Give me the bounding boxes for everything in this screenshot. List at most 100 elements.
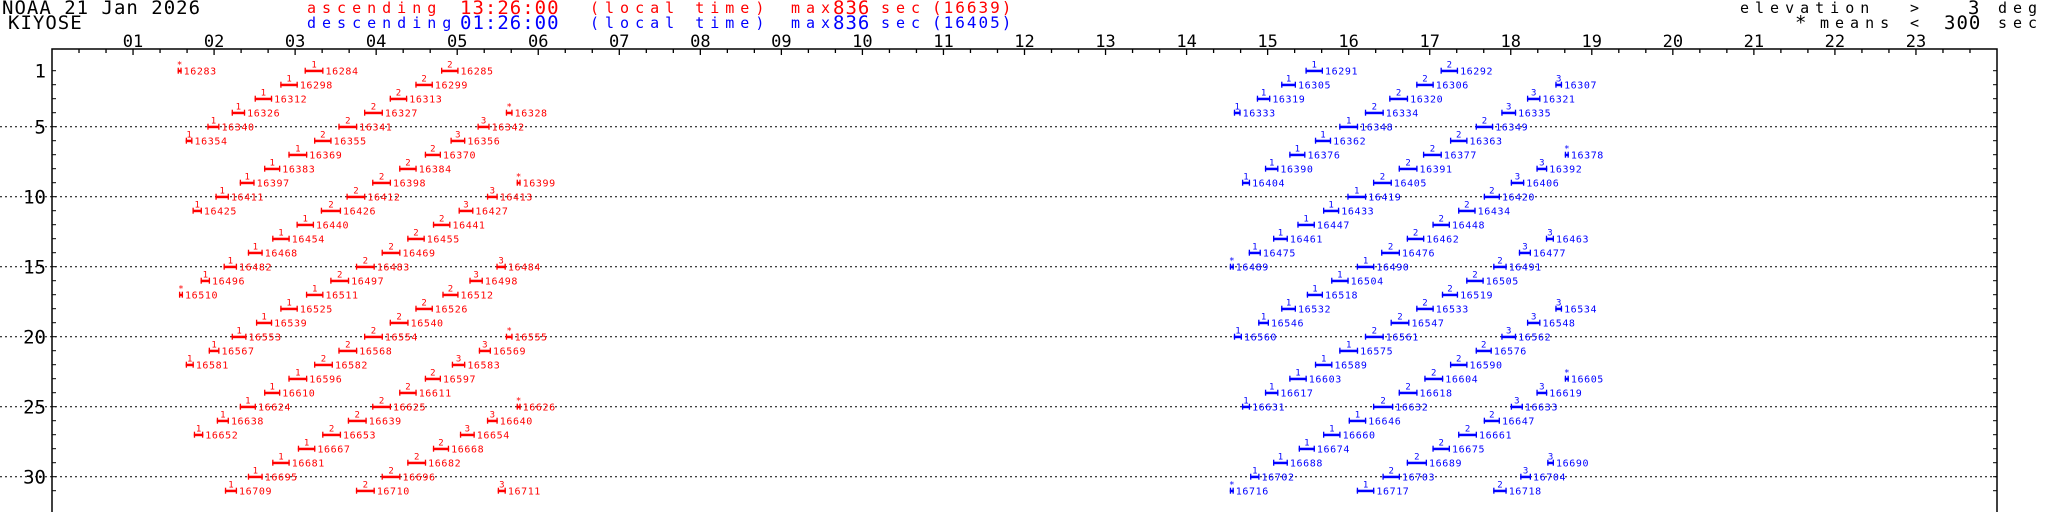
pass-bar [516, 181, 521, 185]
ascending-pass-16568: 2 16568 [338, 341, 392, 358]
pass-bar [272, 237, 290, 241]
pass-bar-cap [1536, 389, 1538, 396]
pass-bar-cap [504, 487, 506, 494]
pass-bar-cap [1277, 165, 1279, 172]
pass-mark: 2 [1372, 103, 1377, 113]
pass-bar-cap [1448, 445, 1450, 452]
pass-bar-cap [1526, 95, 1529, 102]
pass-bar-cap [231, 109, 233, 116]
pass-mark: 1 [1295, 145, 1300, 155]
pass-mark: 3 [1514, 397, 1519, 407]
pass-id-label: 16447 [1317, 221, 1350, 232]
pass-bar [497, 489, 506, 493]
ascending-pass-16553: 1 16553 [231, 327, 281, 344]
pass-mark: 1 [1321, 355, 1326, 365]
descending-pass-16505: 2 16505 [1466, 271, 1518, 288]
pass-id-label: 16581 [196, 361, 229, 372]
descending-pass-16334: 2 16334 [1364, 103, 1418, 120]
pass-id-label: 16605 [1571, 375, 1604, 386]
pass-bar-cap [305, 151, 308, 158]
pass-mark: 1 [295, 145, 300, 155]
day-label-25: 25 [23, 397, 46, 419]
pass-bar [1432, 223, 1450, 227]
pass-bar-cap [288, 459, 290, 466]
pass-bar [1241, 181, 1251, 185]
pass-bar-cap [1440, 151, 1442, 158]
pass-bar-cap [1323, 431, 1325, 438]
pass-mark: 1 [1252, 243, 1257, 253]
ascending-pass-16709: 1 16709 [224, 481, 272, 498]
pass-mark: 3 [473, 271, 478, 281]
pass-id-label: 16546 [1271, 319, 1304, 330]
descending-pass-16461: 1 16461 [1273, 229, 1322, 246]
ascending-max-unit: sec [881, 0, 927, 17]
pass-id-label: 16489 [1236, 263, 1269, 274]
pass-id-label: 16468 [265, 249, 298, 260]
pass-id-label: 16405 [1394, 179, 1427, 190]
pass-bar [1323, 433, 1341, 437]
pass-mark: 1 [186, 131, 191, 141]
pass-bar [346, 195, 366, 199]
pass-bar [347, 419, 367, 423]
pass-bar-cap [1289, 375, 1291, 382]
pass-bar-cap [314, 137, 316, 144]
pass-mark: 1 [220, 411, 225, 421]
pass-bar [1440, 69, 1459, 73]
pass-bar-cap [235, 263, 238, 270]
pass-id-label: 16383 [282, 165, 315, 176]
ascending-pass-16626: *16626 [516, 397, 555, 414]
descending-pass-16560: 1 16560 [1233, 327, 1276, 344]
pass-mark: 2 [1430, 145, 1435, 155]
pass-bar-cap [1306, 291, 1309, 298]
ascending-pass-16469: 2 16469 [381, 243, 435, 260]
pass-bar-cap [1356, 487, 1359, 494]
pass-bar-cap [280, 81, 282, 88]
pass-bar-cap [1390, 319, 1392, 326]
pass-mark: 2 [363, 257, 368, 267]
pass-mark: 1 [236, 327, 241, 337]
pass-mark: 2 [396, 313, 401, 323]
pass-bar-cap [235, 487, 238, 494]
pass-bar-cap [1347, 277, 1349, 284]
pass-bar-cap [255, 319, 258, 326]
pass-bar-cap [496, 193, 498, 200]
pass-bar-cap [1510, 403, 1513, 410]
pass-bar-cap [331, 361, 333, 368]
pass-bar-cap [381, 249, 383, 256]
pass-mark: 1 [278, 229, 283, 239]
pass-bar-cap [1297, 221, 1299, 228]
pass-bar-cap [296, 305, 298, 312]
pass-bar-cap [218, 123, 220, 130]
pass-bar-cap [330, 137, 332, 144]
pass-id-label: 16590 [1470, 361, 1503, 372]
pass-id-label: 16604 [1445, 375, 1478, 386]
pass-bar [322, 433, 342, 437]
pass-id-label: 16399 [523, 179, 556, 190]
descending-pass-16320: 2 16320 [1389, 89, 1443, 106]
ascending-pass-16425: 1 16425 [192, 201, 236, 218]
hour-label-01: 01 [123, 32, 143, 52]
pass-bar [239, 181, 255, 185]
pass-bar [1372, 181, 1392, 185]
pass-mark: 1 [253, 243, 258, 253]
descending-pass-16477: 3 16477 [1518, 243, 1566, 260]
pass-bar-cap [1458, 207, 1460, 214]
pass-mark: 1 [1261, 89, 1266, 99]
pass-mark: 2 [1447, 61, 1452, 71]
hour-label-19: 19 [1582, 32, 1602, 52]
pass-bar-cap [1337, 207, 1340, 214]
pass-bar [1289, 153, 1306, 157]
pass-bar [441, 69, 459, 73]
pass-mark: 1 [228, 481, 233, 491]
pass-bar [192, 209, 202, 213]
pass-bar-cap [1493, 263, 1495, 270]
pass-bar-cap [355, 347, 358, 354]
pass-mark: 3 [1531, 89, 1536, 99]
pass-id-label: 16660 [1343, 431, 1376, 442]
pass-bar [288, 377, 308, 381]
pass-bar-cap [1281, 81, 1283, 88]
ascending-time: 13:26:00 [460, 0, 560, 19]
pass-id-label: 16307 [1564, 81, 1597, 92]
pass-id-label: 16717 [1376, 487, 1409, 498]
